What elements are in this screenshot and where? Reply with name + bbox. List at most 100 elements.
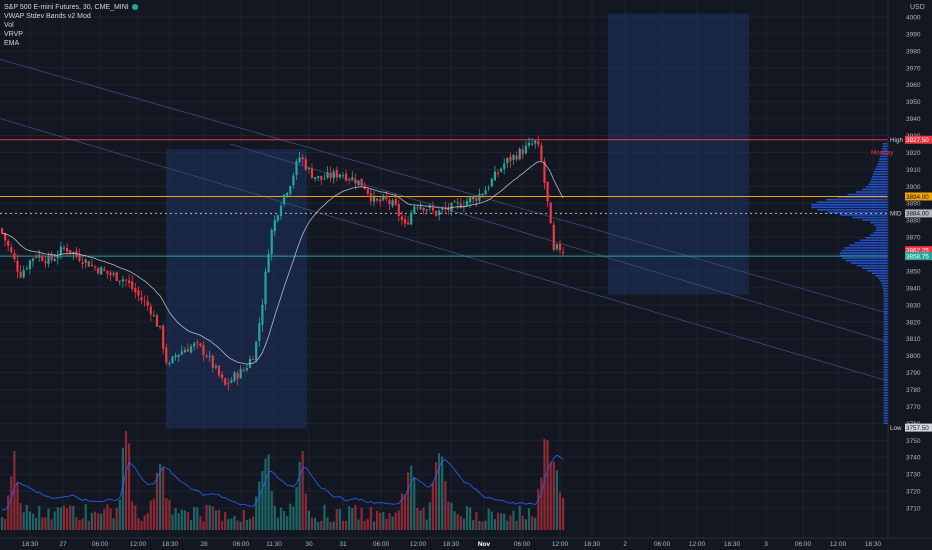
price-tick-label: 3950 (906, 99, 921, 106)
volume-profile-bar (883, 305, 888, 308)
volume-bar (143, 515, 146, 530)
symbol-title[interactable]: S&P 500 E-mini Futures, 30, CME_MINI (4, 3, 138, 12)
volume-profile-bar (883, 409, 888, 412)
volume-profile-bar (883, 376, 888, 379)
price-tick-label: 3920 (906, 150, 921, 157)
volume-bar (233, 515, 236, 530)
candle-body (227, 383, 230, 385)
indicator-vrvp[interactable]: VRVP (4, 31, 23, 38)
candle-body (75, 250, 78, 256)
volume-profile-bar (883, 394, 888, 397)
volume-bar (50, 519, 53, 530)
candle-body (66, 247, 69, 252)
orange-tag-bg (905, 192, 932, 201)
price-tick-label: 3900 (906, 184, 921, 191)
volume-bar (31, 513, 35, 530)
volume-profile-bar (883, 330, 888, 333)
volume-profile-bar (874, 170, 888, 173)
volume-profile-bar (811, 206, 888, 209)
candle-body (540, 145, 543, 161)
candle-body (13, 253, 16, 260)
time-tick-label: 30 (305, 541, 313, 548)
volume-profile-bar (880, 155, 888, 158)
volume-bar (124, 430, 128, 530)
candle-body (0, 228, 4, 234)
trend-line-lower (0, 118, 889, 382)
indicator-vwap[interactable]: VWAP Stdev Bands v2 Mod (4, 13, 91, 20)
trend-line-upper (0, 58, 889, 314)
volume-profile-bar (849, 244, 888, 247)
volume-bar (524, 519, 527, 530)
volume-bar (252, 516, 255, 530)
candle-body (503, 163, 506, 169)
candle-body (177, 354, 180, 357)
candle-body (379, 199, 382, 202)
volume-profile-bar (870, 178, 888, 181)
volume-bar (131, 501, 134, 530)
volume-bar (75, 517, 78, 530)
volume-bar (236, 520, 239, 530)
candle-body (369, 193, 372, 202)
candle-body (106, 270, 109, 274)
volume-profile-bar (855, 191, 888, 193)
volume-bar (186, 512, 190, 530)
volume-bar (72, 505, 75, 530)
volume-bar (503, 513, 506, 530)
volume-bar (174, 508, 177, 530)
volume-bar (555, 470, 558, 530)
volume-profile-bar (879, 158, 888, 160)
candle-body (87, 261, 90, 267)
time-tick-label: 06:00 (795, 541, 812, 548)
candle-body (385, 196, 388, 200)
price-tick-label: 4000 (906, 15, 921, 22)
volume-bar (341, 520, 345, 530)
volume-bar (354, 504, 357, 530)
volume-profile-bar (811, 203, 888, 206)
volume-profile-bar (883, 374, 888, 376)
volume-profile-bar (883, 414, 888, 417)
volume-profile-bar (881, 150, 888, 153)
volume-profile-bar (844, 247, 888, 249)
volume-bar (248, 518, 252, 530)
indicator-vol[interactable]: Vol (4, 22, 14, 29)
candle-body (131, 281, 134, 289)
time-tick-label: 06:00 (373, 541, 390, 548)
volume-profile-bar (882, 142, 888, 145)
price-tick-label: 3790 (906, 370, 921, 377)
candle-body (93, 266, 97, 268)
low-tag-bg (905, 423, 932, 432)
candle-body (103, 268, 106, 271)
volume-bar (537, 489, 540, 530)
volume-bar (475, 512, 478, 530)
candle-body (233, 372, 236, 381)
teal-tag-bg (905, 252, 932, 261)
volume-profile-bar (842, 257, 888, 259)
volume-profile-bar (878, 277, 888, 280)
volume-profile-bar (883, 323, 888, 325)
volume-bar (118, 499, 121, 530)
volume-bar (81, 518, 84, 530)
candle-body (152, 315, 155, 317)
price-tick-label: 3730 (906, 472, 921, 479)
candle-body (171, 356, 174, 363)
volume-profile-bar (837, 196, 888, 198)
volume-profile-bar (840, 214, 888, 216)
volume-bar (431, 482, 434, 530)
volume-profile-bar (883, 384, 888, 386)
time-tick-label: 18:30 (162, 541, 179, 548)
indicator-ema[interactable]: EMA (4, 40, 20, 47)
volume-profile-bar (816, 201, 888, 203)
candle-body (128, 280, 131, 283)
volume-bar (103, 509, 106, 530)
volume-profile-bar (883, 313, 888, 315)
volume-profile-bar (852, 216, 888, 219)
candle-body (453, 201, 456, 203)
candle-body (515, 155, 518, 160)
volume-profile-bar (883, 363, 888, 366)
candle-body (44, 261, 47, 264)
candle-body (155, 315, 159, 327)
volume-bar (403, 494, 407, 530)
volume-bar (416, 508, 419, 530)
volume-bar (310, 517, 314, 530)
